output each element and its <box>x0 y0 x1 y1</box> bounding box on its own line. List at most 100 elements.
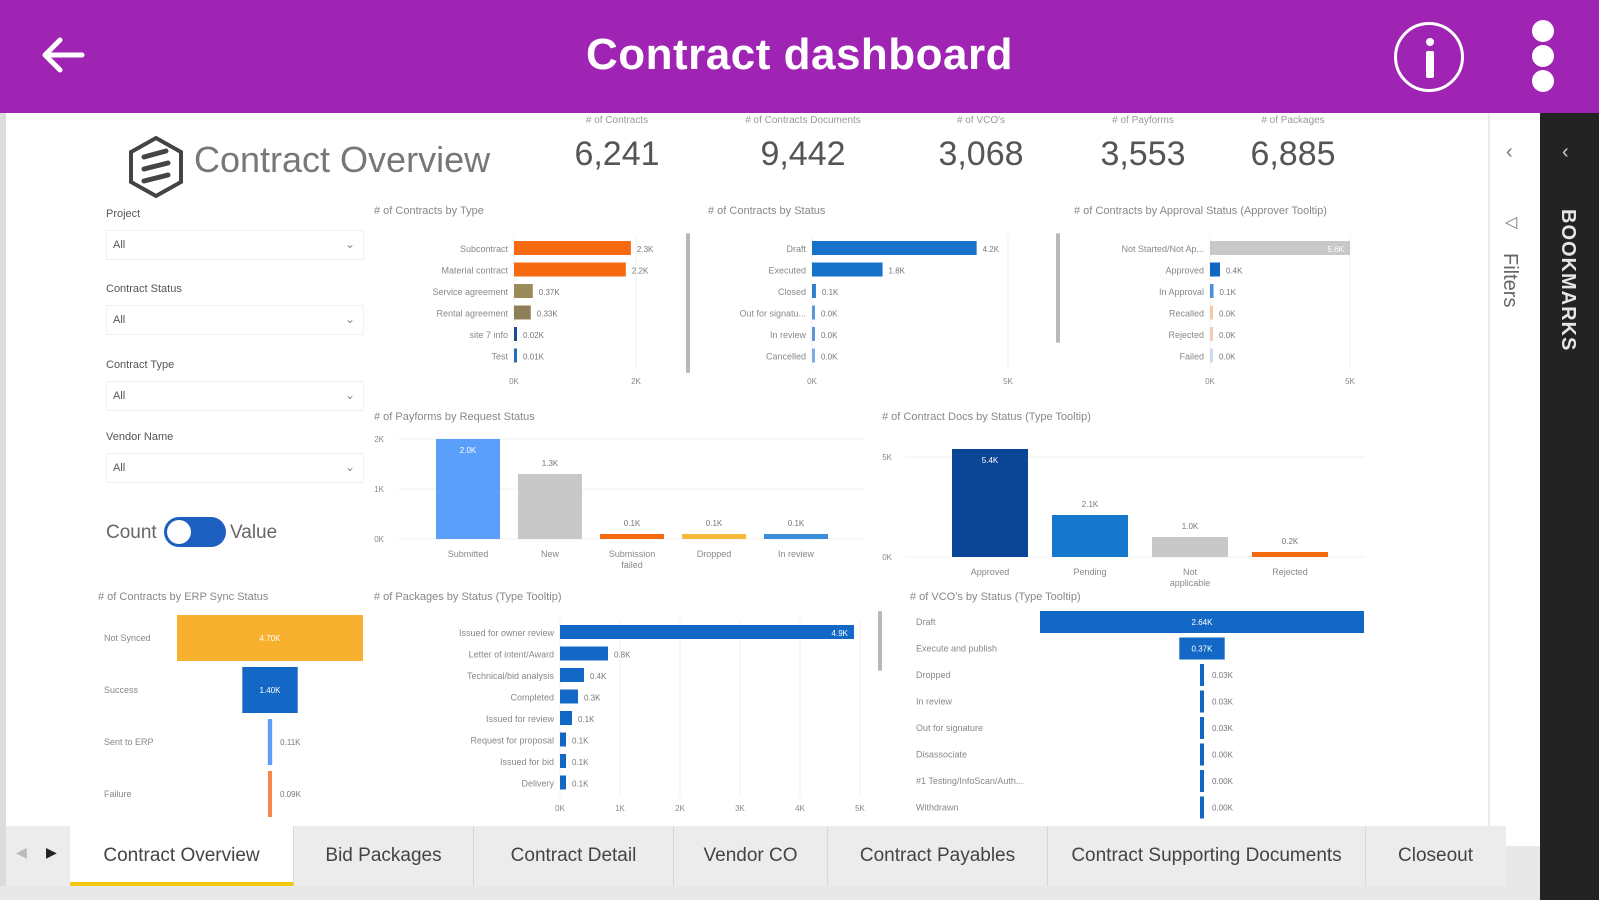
funnel-bar[interactable] <box>1179 637 1225 660</box>
chart-plot: Draft 2.64K Execute and publish 0.37K Droppe… <box>916 611 1364 819</box>
bar[interactable] <box>514 327 517 341</box>
bar[interactable] <box>812 327 815 341</box>
bar[interactable] <box>952 449 1028 557</box>
more-options-button[interactable] <box>1528 20 1558 96</box>
chart-vcos-by-status[interactable]: # of VCO's by Status (Type Tooltip) Draf… <box>910 591 1366 831</box>
chevron-down-icon: ⌄ <box>344 460 355 474</box>
toggle-left-label: Count <box>106 522 157 543</box>
category-label: Subcontract <box>460 244 509 254</box>
data-label: 0.02K <box>523 331 545 340</box>
category-label: Dropped <box>916 670 951 680</box>
slicer-contract-type: Contract Type All ⌄ <box>106 359 364 411</box>
bar[interactable] <box>514 348 517 363</box>
bar[interactable] <box>560 754 566 768</box>
bar[interactable] <box>1210 348 1213 363</box>
tab-contract-supporting-documents[interactable]: Contract Supporting Documents <box>1048 826 1366 886</box>
funnel-bar[interactable] <box>177 615 363 661</box>
tab-bid-packages[interactable]: Bid Packages <box>294 826 474 886</box>
bar[interactable] <box>812 305 815 320</box>
chart-contracts-by-erp-sync-status[interactable]: # of Contracts by ERP Sync Status Not Sy… <box>98 591 363 821</box>
bar[interactable] <box>812 241 977 255</box>
chevron-left-icon[interactable]: ‹ <box>1562 141 1569 163</box>
bar[interactable] <box>1052 515 1128 557</box>
filters-pane-label[interactable]: Filters <box>1499 253 1521 308</box>
project-dropdown[interactable]: All ⌄ <box>106 230 364 260</box>
funnel-bar[interactable] <box>1200 770 1204 792</box>
chart-contract-docs-by-status[interactable]: # of Contract Docs by Status (Type Toolt… <box>882 411 1364 588</box>
bar[interactable] <box>436 439 500 539</box>
chart-contracts-by-approval-status[interactable]: # of Contracts by Approval Status (Appro… <box>1074 205 1364 395</box>
scrollbar[interactable] <box>878 611 882 671</box>
data-label: 0.11K <box>280 738 301 747</box>
bar[interactable] <box>514 305 531 320</box>
kpi-packages: # of Packages 6,885 <box>1208 115 1378 174</box>
bar[interactable] <box>600 534 664 539</box>
chart-payforms-by-request-status[interactable]: # of Payforms by Request Status 0K 1K 2K 2.… <box>374 411 864 581</box>
bar[interactable] <box>560 732 566 747</box>
funnel-bar[interactable] <box>1200 690 1204 713</box>
category-label: Draft <box>786 244 806 254</box>
bar[interactable] <box>1210 262 1220 277</box>
tab-contract-detail[interactable]: Contract Detail <box>474 826 674 886</box>
bar[interactable] <box>518 474 582 539</box>
kpi-contracts: # of Contracts 6,241 <box>532 115 702 174</box>
funnel-bar[interactable] <box>268 771 272 817</box>
bar[interactable] <box>560 775 566 790</box>
bottom-strip <box>0 886 1540 900</box>
bar[interactable] <box>812 284 816 298</box>
funnel-bar[interactable] <box>1200 717 1204 739</box>
bar[interactable] <box>514 241 631 255</box>
bar[interactable] <box>682 534 746 539</box>
funnel-bar[interactable] <box>267 719 273 765</box>
data-label: 0.01K <box>523 353 545 362</box>
chart-packages-by-status[interactable]: # of Packages by Status (Type Tooltip) 0… <box>374 591 884 821</box>
bar[interactable] <box>764 534 828 539</box>
data-label: 2.0K <box>460 446 477 455</box>
scrollbar[interactable] <box>1056 233 1060 343</box>
bar[interactable] <box>560 711 572 725</box>
bar[interactable] <box>1210 284 1214 298</box>
tab-contract-payables[interactable]: Contract Payables <box>828 826 1048 886</box>
bar[interactable] <box>560 646 608 661</box>
bar[interactable] <box>1252 552 1328 557</box>
slicer-project: Project All ⌄ <box>106 208 364 260</box>
bar[interactable] <box>514 262 626 277</box>
contract-type-dropdown[interactable]: All ⌄ <box>106 381 364 411</box>
back-button[interactable] <box>38 30 88 80</box>
bar[interactable] <box>560 668 584 682</box>
contract-status-dropdown[interactable]: All ⌄ <box>106 305 364 335</box>
count-value-switch[interactable] <box>164 517 226 547</box>
chevron-left-icon[interactable]: ◀ <box>16 844 27 860</box>
bar[interactable] <box>1210 305 1213 320</box>
data-label: 2.3K <box>637 245 654 254</box>
tab-closeout[interactable]: Closeout <box>1398 845 1473 866</box>
tab-vendor-co[interactable]: Vendor CO <box>674 826 828 886</box>
bar[interactable] <box>560 625 854 639</box>
caret-right-icon[interactable]: ▶ <box>46 844 57 860</box>
bar[interactable] <box>1152 537 1228 557</box>
chevron-left-icon[interactable]: ‹ <box>1506 141 1513 163</box>
bar[interactable] <box>514 284 533 298</box>
bar[interactable] <box>1210 327 1213 341</box>
funnel-bar[interactable] <box>1200 743 1204 766</box>
arrow-left-icon <box>42 37 85 73</box>
chart-plot: 0K 5K 5.4K Approved 2.1K Pending 1.0K Notapplic… <box>882 449 1364 588</box>
funnel-bar[interactable] <box>1200 796 1204 819</box>
vendor-name-dropdown[interactable]: All ⌄ <box>106 453 364 483</box>
chart-contracts-by-type[interactable]: # of Contracts by Type 0K 2K Subcontract 2.… <box>374 205 694 395</box>
bar[interactable] <box>812 348 815 363</box>
bar[interactable] <box>560 689 578 704</box>
funnel-bar[interactable] <box>1040 611 1364 633</box>
tab-contract-overview[interactable]: Contract Overview <box>70 826 294 886</box>
bar[interactable] <box>1210 241 1350 255</box>
scrollbar[interactable] <box>686 233 690 373</box>
bookmarks-pane-label[interactable]: BOOKMARKS <box>1557 209 1579 352</box>
info-button[interactable] <box>1394 22 1464 92</box>
funnel-bar[interactable] <box>1200 664 1204 686</box>
x-tick-label: 0K <box>1205 377 1215 386</box>
funnel-bar[interactable] <box>242 667 298 713</box>
chart-plot: 0K 5K Not Started/Not Ap... 5.6K Approved 0.4… <box>1121 235 1356 386</box>
bar[interactable] <box>812 262 883 277</box>
chart-contracts-by-status[interactable]: # of Contracts by Status 0K 5K Draft 4.2K Ex… <box>708 205 1068 395</box>
chart-title: # of VCO's by Status (Type Tooltip) <box>910 591 1081 603</box>
